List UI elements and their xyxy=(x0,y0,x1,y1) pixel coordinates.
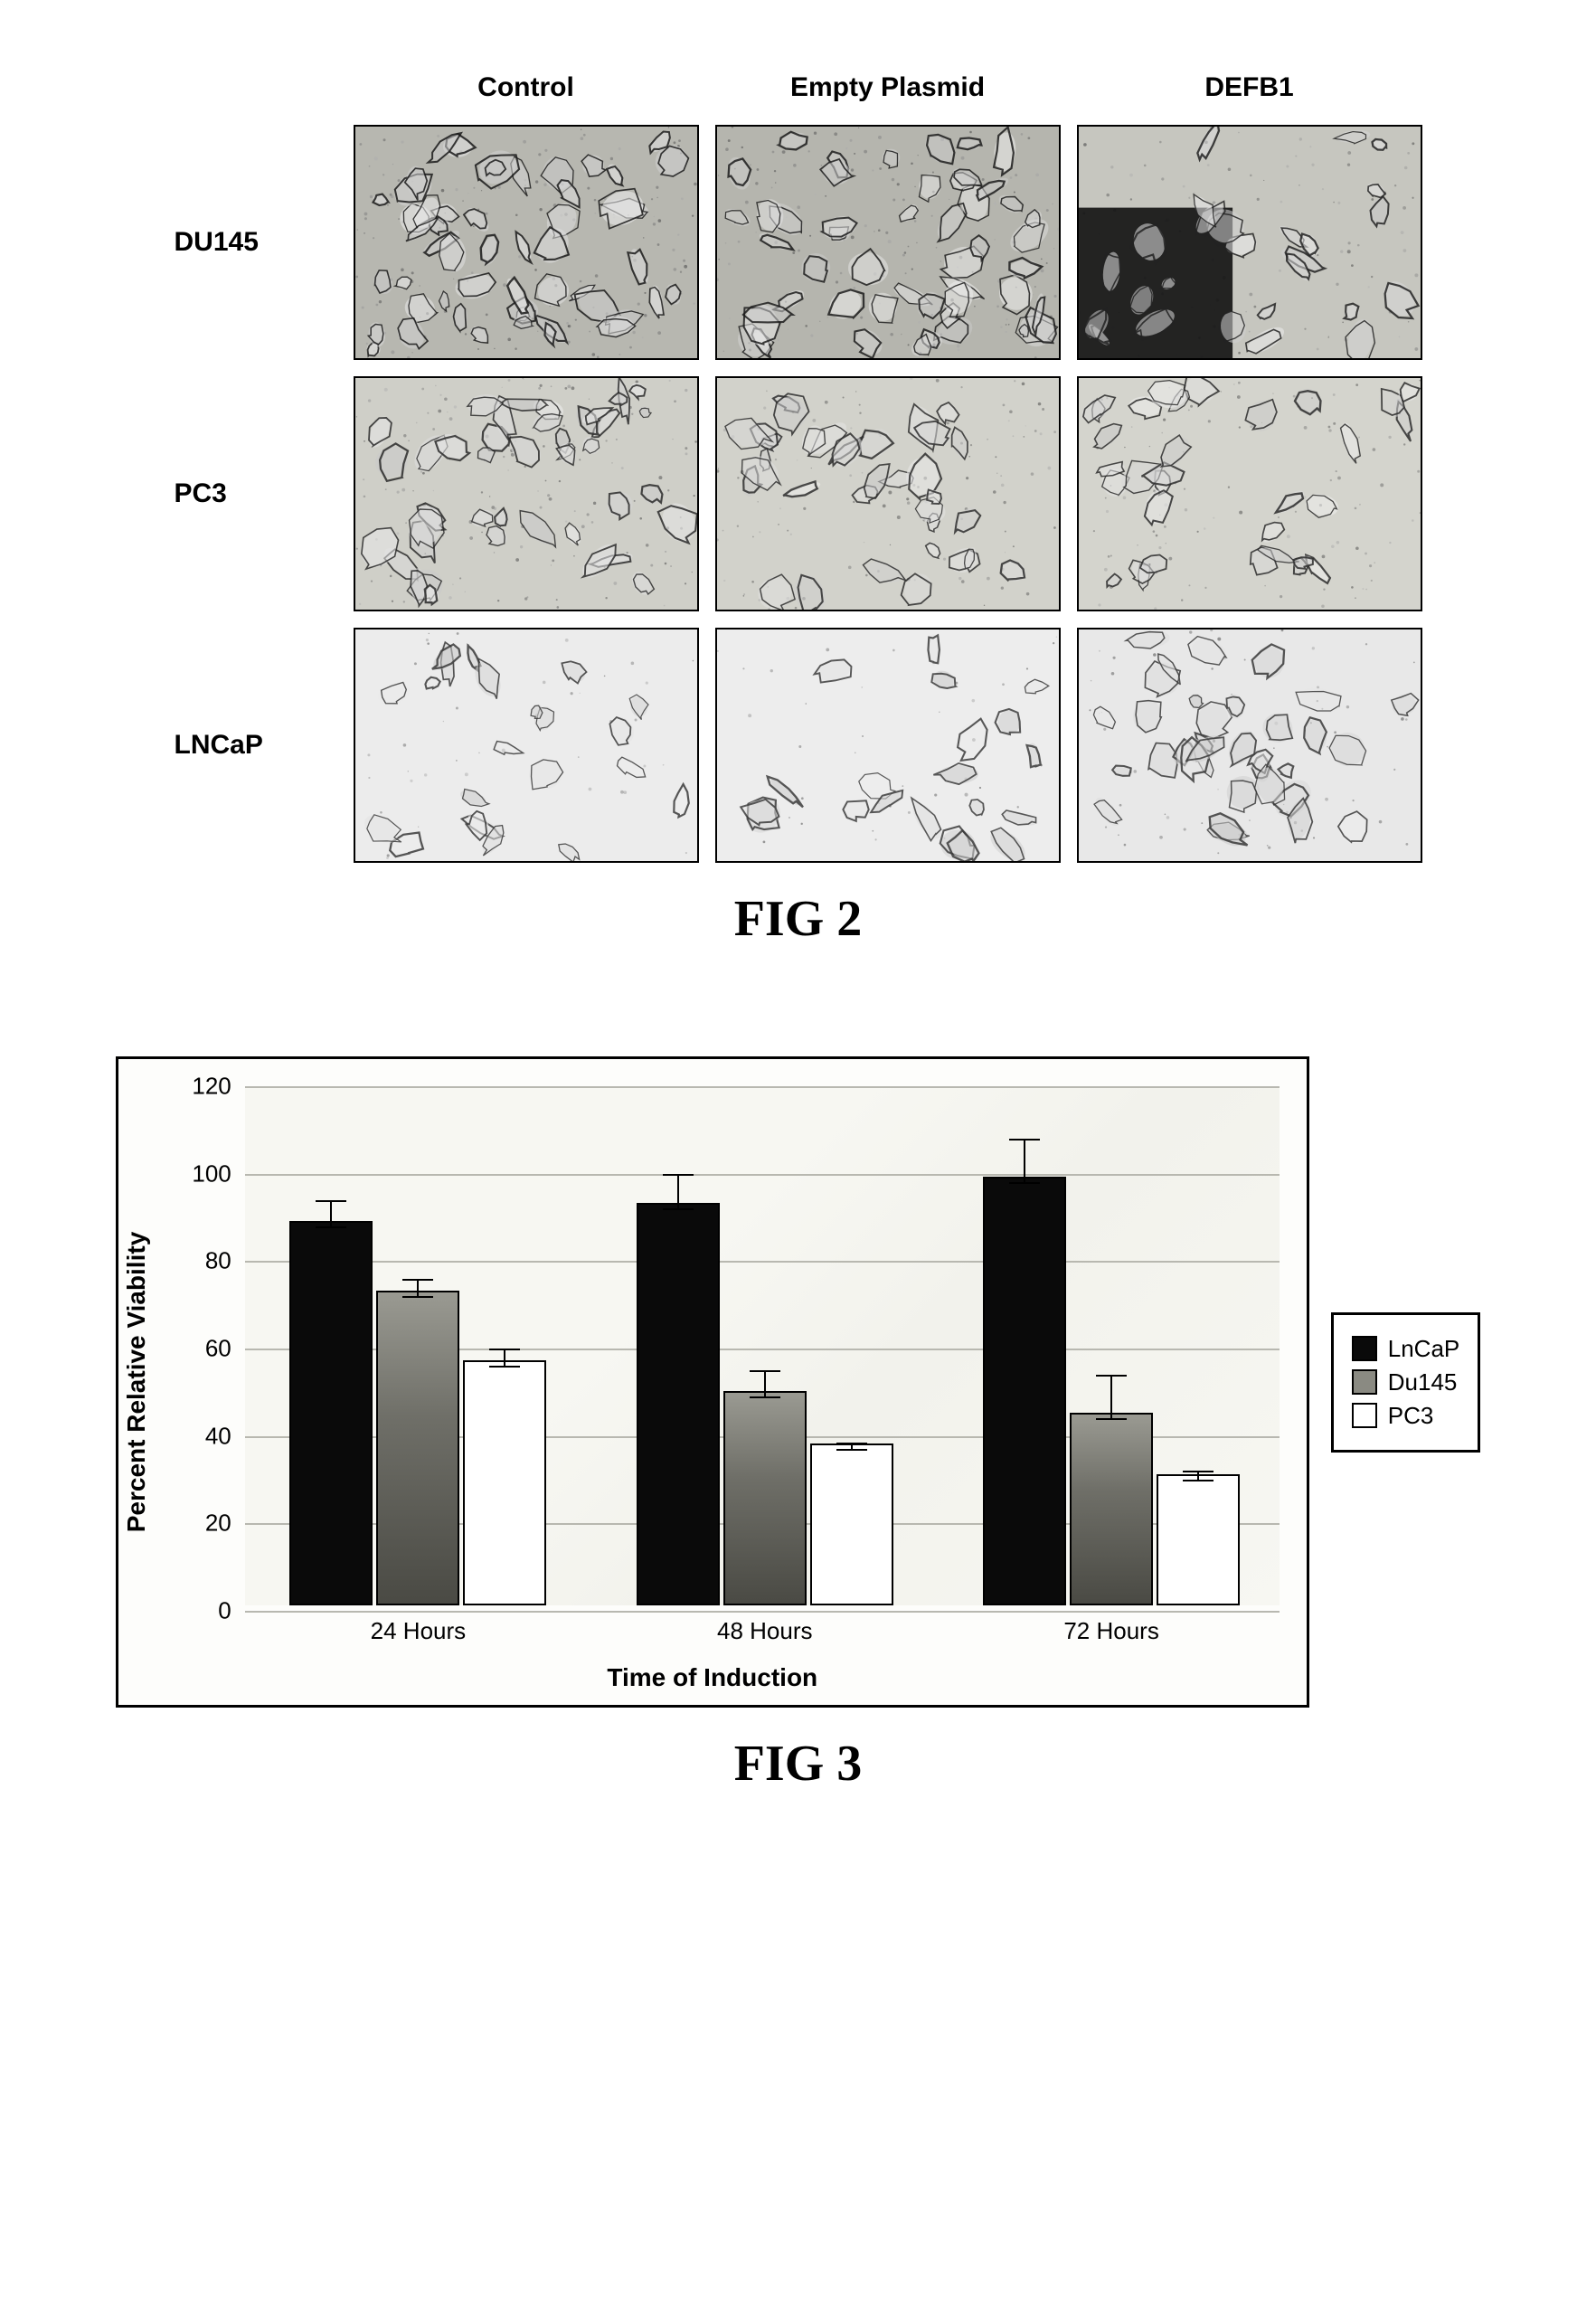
error-cap xyxy=(489,1366,520,1368)
x-tick-label: 24 Hours xyxy=(371,1617,467,1645)
error-cap xyxy=(836,1449,867,1451)
error-bar xyxy=(504,1349,505,1366)
y-tick-label: 100 xyxy=(118,1159,231,1188)
fig2-row-label-0: DU145 xyxy=(175,227,268,258)
fig2-col-header-0: Control xyxy=(354,72,699,109)
error-bar xyxy=(677,1174,679,1209)
legend-swatch xyxy=(1352,1336,1377,1361)
y-tick-label: 60 xyxy=(118,1335,231,1363)
error-bar xyxy=(330,1200,332,1226)
legend-label: PC3 xyxy=(1388,1402,1434,1430)
gridline xyxy=(245,1086,1280,1088)
error-bar xyxy=(764,1370,766,1396)
error-cap xyxy=(1183,1471,1214,1472)
error-cap xyxy=(663,1174,694,1176)
legend: LnCaP Du145 PC3 xyxy=(1331,1312,1481,1453)
y-tick-label: 80 xyxy=(118,1247,231,1275)
bar-pc3 xyxy=(810,1443,893,1605)
micrograph-cell xyxy=(715,376,1061,611)
error-cap xyxy=(316,1226,346,1228)
error-cap xyxy=(316,1200,346,1202)
bar-du145 xyxy=(723,1391,807,1605)
fig2-row-label-1: PC3 xyxy=(175,478,236,509)
micrograph-cell xyxy=(715,628,1061,863)
gridline xyxy=(245,1174,1280,1176)
x-tick-label: 48 Hours xyxy=(717,1617,813,1645)
fig3-caption: FIG 3 xyxy=(90,1735,1506,1793)
micrograph-cell xyxy=(354,125,699,360)
y-tick-label: 20 xyxy=(118,1510,231,1538)
error-cap xyxy=(1183,1480,1214,1481)
micrograph-cell xyxy=(715,125,1061,360)
error-bar xyxy=(417,1279,419,1296)
legend-item: PC3 xyxy=(1352,1402,1460,1430)
micrograph-cell xyxy=(354,628,699,863)
x-tick-label: 72 Hours xyxy=(1063,1617,1159,1645)
error-cap xyxy=(1096,1418,1127,1420)
legend-item: LnCaP xyxy=(1352,1335,1460,1363)
fig2-col-header-1: Empty Plasmid xyxy=(715,72,1061,109)
legend-swatch xyxy=(1352,1369,1377,1395)
gridline xyxy=(245,1261,1280,1263)
micrograph-cell xyxy=(1077,125,1422,360)
bar-du145 xyxy=(1070,1413,1153,1605)
fig2-col-header-2: DEFB1 xyxy=(1077,72,1422,109)
bar-lncap xyxy=(983,1177,1066,1605)
legend-swatch xyxy=(1352,1403,1377,1428)
x-axis-title: Time of Induction xyxy=(118,1663,1307,1692)
figure-3: Percent Relative Viability Time of Induc… xyxy=(90,1056,1506,1793)
micrograph-cell xyxy=(1077,376,1422,611)
error-cap xyxy=(1096,1375,1127,1377)
y-tick-label: 120 xyxy=(118,1073,231,1101)
error-cap xyxy=(663,1208,694,1210)
y-axis-title: Percent Relative Viability xyxy=(122,1232,151,1533)
error-bar xyxy=(1024,1139,1025,1182)
error-cap xyxy=(402,1279,433,1281)
bar-pc3 xyxy=(1157,1474,1240,1605)
bar-chart: Percent Relative Viability Time of Induc… xyxy=(116,1056,1309,1708)
micrograph-cell xyxy=(1077,628,1422,863)
legend-label: Du145 xyxy=(1388,1368,1458,1396)
error-cap xyxy=(402,1296,433,1298)
y-tick-label: 40 xyxy=(118,1422,231,1450)
error-cap xyxy=(1009,1182,1040,1184)
error-cap xyxy=(489,1349,520,1350)
figure-2: Control Empty Plasmid DEFB1 DU145 PC3 LNCa… xyxy=(90,54,1506,948)
fig2-row-label-2: LNCaP xyxy=(175,730,272,761)
gridline xyxy=(245,1611,1280,1613)
error-bar xyxy=(1110,1375,1112,1418)
micrograph-cell xyxy=(354,376,699,611)
bar-du145 xyxy=(376,1291,459,1605)
fig2-caption: FIG 2 xyxy=(90,890,1506,948)
legend-label: LnCaP xyxy=(1388,1335,1460,1363)
y-tick-label: 0 xyxy=(118,1597,231,1625)
plot-area xyxy=(245,1086,1280,1605)
error-cap xyxy=(750,1396,780,1398)
error-cap xyxy=(836,1443,867,1444)
legend-item: Du145 xyxy=(1352,1368,1460,1396)
error-cap xyxy=(750,1370,780,1372)
error-cap xyxy=(1009,1139,1040,1141)
bar-lncap xyxy=(637,1203,720,1605)
micrograph-grid: Control Empty Plasmid DEFB1 DU145 PC3 LNCa… xyxy=(175,54,1422,863)
bar-lncap xyxy=(289,1221,373,1605)
bar-pc3 xyxy=(463,1360,546,1605)
